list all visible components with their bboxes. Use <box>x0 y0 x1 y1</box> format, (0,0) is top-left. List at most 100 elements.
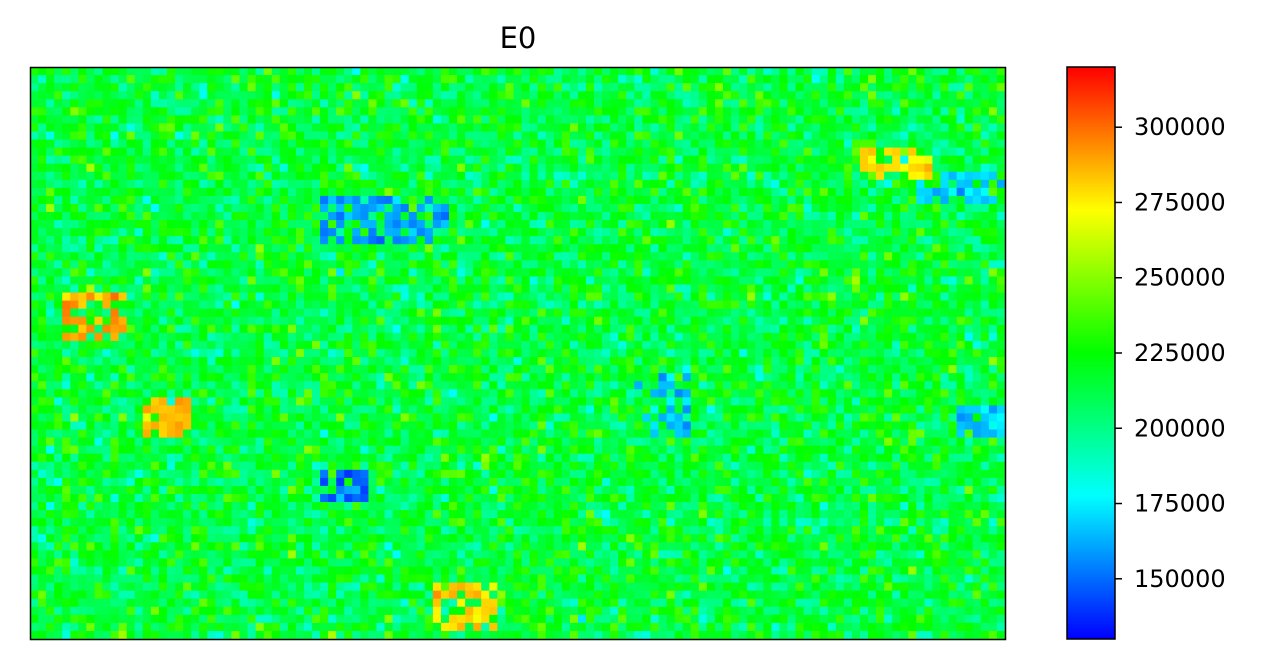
heatmap-cell <box>577 115 587 124</box>
heatmap-cell <box>134 324 144 334</box>
heatmap-cell <box>650 139 660 149</box>
heatmap-cell <box>666 228 676 237</box>
heatmap-cell <box>650 284 660 294</box>
heatmap-cell <box>166 115 176 124</box>
heatmap-cell <box>166 260 176 270</box>
heatmap-cell <box>255 284 265 294</box>
heatmap-cell <box>263 236 273 245</box>
heatmap-cell <box>360 228 370 237</box>
heatmap-cell <box>384 348 394 358</box>
heatmap-cell <box>481 99 490 108</box>
heatmap-cell <box>440 67 450 76</box>
heatmap-cell <box>287 340 297 350</box>
heatmap-cell <box>739 195 748 205</box>
heatmap-cell <box>78 308 88 318</box>
heatmap-cell <box>166 163 176 173</box>
heatmap-cell <box>690 340 700 350</box>
heatmap-cell <box>835 276 845 286</box>
heatmap-cell <box>78 83 88 92</box>
heatmap-cell <box>287 212 297 221</box>
heatmap-cell <box>706 357 716 366</box>
heatmap-cell <box>440 187 450 197</box>
heatmap-cell <box>70 131 79 141</box>
heatmap-cell <box>183 236 192 245</box>
heatmap-cell <box>352 236 361 245</box>
heatmap-cell <box>577 236 587 245</box>
heatmap-cell <box>142 260 152 270</box>
heatmap-cell <box>191 300 200 310</box>
heatmap-cell <box>892 163 901 173</box>
heatmap-cell <box>505 75 515 84</box>
heatmap-cell <box>86 67 96 76</box>
heatmap-cell <box>868 187 877 197</box>
heatmap-cell <box>247 220 257 229</box>
heatmap-cell <box>166 316 176 326</box>
heatmap-cell <box>150 340 160 350</box>
heatmap-cell <box>102 292 112 302</box>
heatmap-cell <box>714 163 724 173</box>
heatmap-cell <box>811 324 821 334</box>
heatmap-cell <box>231 292 241 302</box>
heatmap-cell <box>988 67 998 76</box>
heatmap-cell <box>972 252 982 261</box>
heatmap-cell <box>892 123 901 133</box>
heatmap-cell <box>731 203 740 213</box>
heatmap-cell <box>158 268 168 278</box>
heatmap-cell <box>94 163 104 173</box>
heatmap-cell <box>553 107 563 116</box>
heatmap-cell <box>183 83 192 92</box>
heatmap-cell <box>843 228 853 237</box>
heatmap-cell <box>988 83 998 92</box>
heatmap-cell <box>134 212 144 221</box>
heatmap-cell <box>344 195 353 205</box>
heatmap-cell <box>312 357 321 366</box>
heatmap-cell <box>191 139 200 149</box>
heatmap-cell <box>392 123 402 133</box>
heatmap-cell <box>908 171 917 181</box>
heatmap-cell <box>38 397 47 406</box>
heatmap-cell <box>191 260 200 270</box>
heatmap-cell <box>706 340 716 350</box>
heatmap-cell <box>666 115 676 124</box>
heatmap-cell <box>803 187 813 197</box>
heatmap-cell <box>440 75 450 84</box>
heatmap-cell <box>473 260 482 270</box>
heatmap-cell <box>183 99 192 108</box>
heatmap-cell <box>110 300 120 310</box>
heatmap-cell <box>747 212 756 221</box>
heatmap-cell <box>303 147 313 157</box>
heatmap-cell <box>175 373 184 382</box>
heatmap-cell <box>336 163 345 173</box>
heatmap-cell <box>714 75 724 84</box>
heatmap-cell <box>714 179 724 189</box>
heatmap-cell <box>658 195 668 205</box>
heatmap-cell <box>247 203 257 213</box>
heatmap-cell <box>481 276 490 286</box>
heatmap-cell <box>940 244 950 253</box>
heatmap-cell <box>352 340 361 350</box>
heatmap-cell <box>102 75 112 84</box>
heatmap-cell <box>577 220 587 229</box>
heatmap-cell <box>303 187 313 197</box>
heatmap-cell <box>585 179 595 189</box>
heatmap-cell <box>505 381 515 390</box>
heatmap-cell <box>392 91 402 100</box>
heatmap-cell <box>529 195 539 205</box>
heatmap-cell <box>191 397 200 406</box>
heatmap-cell <box>932 300 942 310</box>
heatmap-cell <box>505 324 515 334</box>
heatmap-cell <box>771 179 780 189</box>
heatmap-cell <box>924 99 934 108</box>
heatmap-cell <box>440 373 450 382</box>
heatmap-cell <box>908 203 917 213</box>
heatmap-cell <box>964 357 974 366</box>
heatmap-cell <box>513 91 523 100</box>
heatmap-cell <box>868 228 877 237</box>
heatmap-cell <box>884 147 893 157</box>
heatmap-cell <box>859 228 869 237</box>
heatmap-cell <box>988 357 998 366</box>
heatmap-cell <box>94 268 104 278</box>
heatmap-cell <box>54 348 63 358</box>
heatmap-cell <box>932 67 942 76</box>
heatmap-cell <box>602 195 611 205</box>
